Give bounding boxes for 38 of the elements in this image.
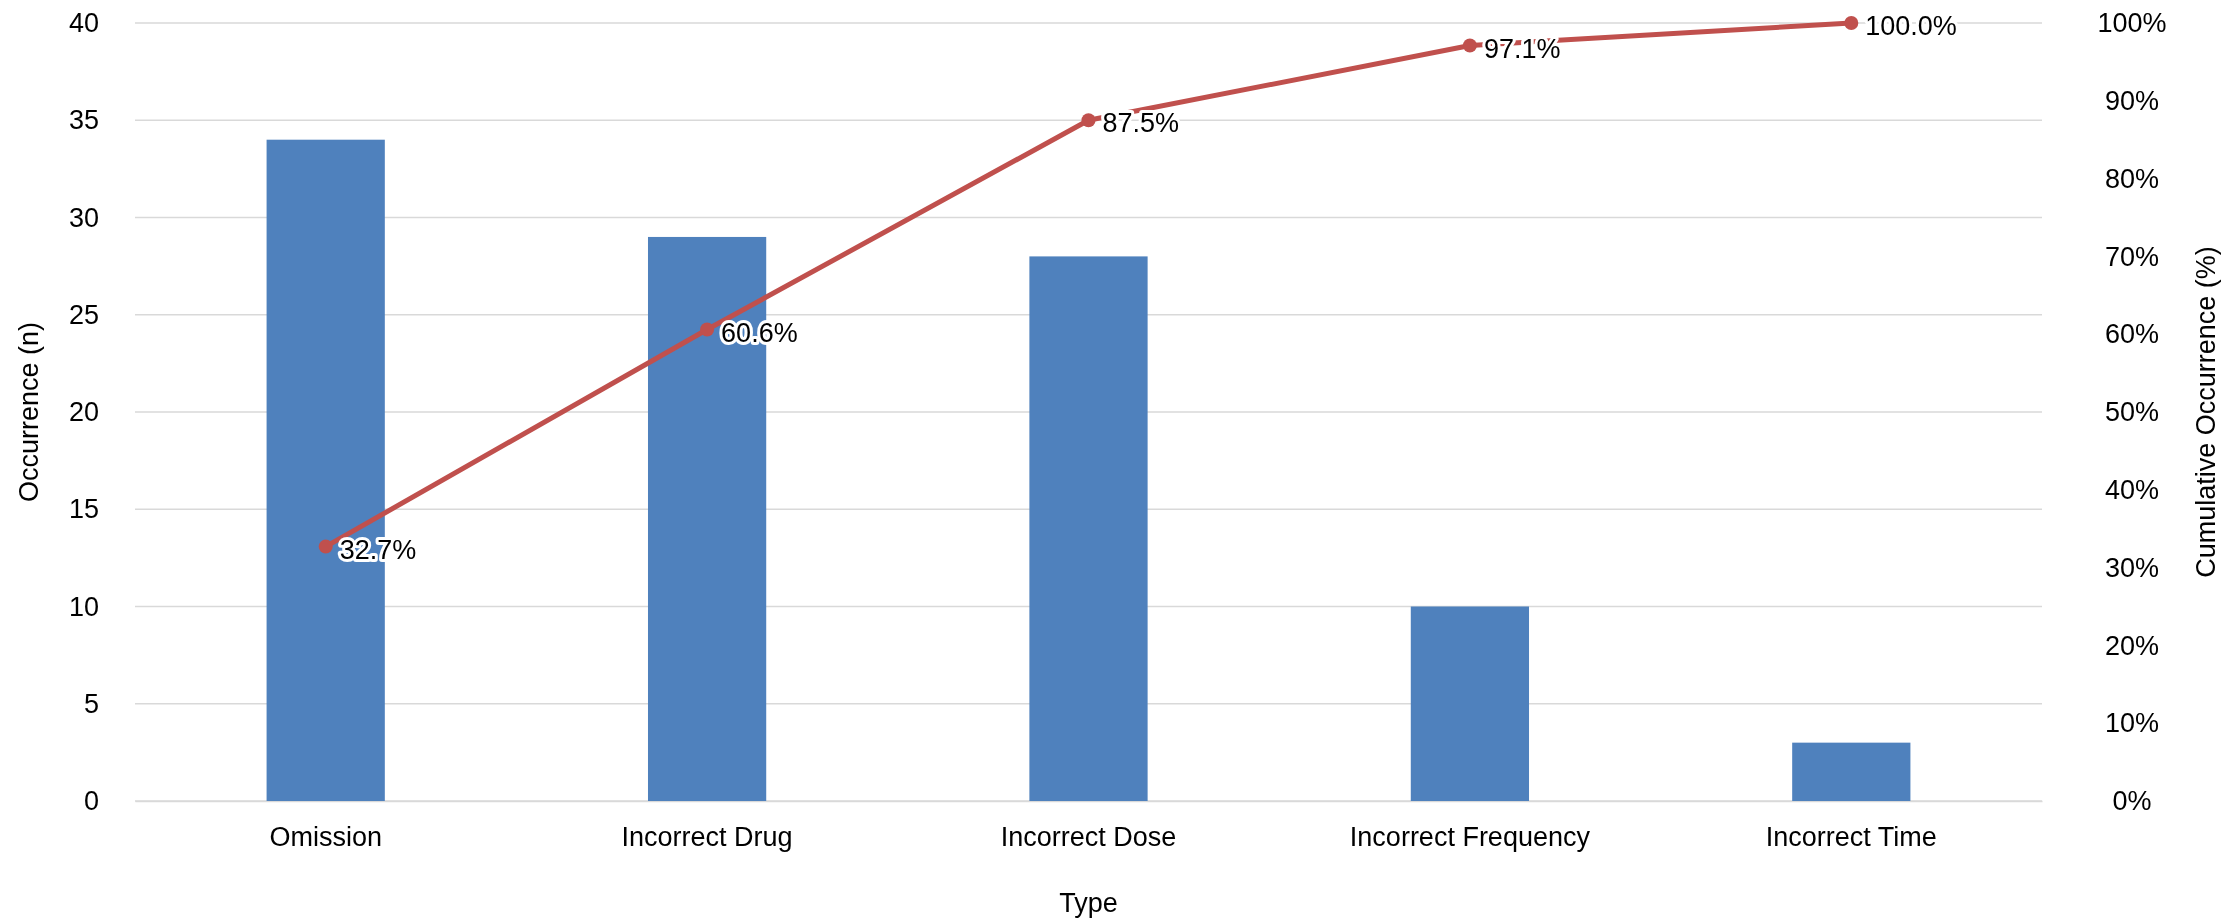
point bbox=[1844, 16, 1859, 30]
y-tick-label: 30 bbox=[68, 202, 99, 233]
y2-tick-label: 100% bbox=[2097, 8, 2167, 39]
y-tick-label: 35 bbox=[68, 105, 99, 136]
y-tick-label: 5 bbox=[83, 688, 99, 719]
x-tick-label: Incorrect Dose bbox=[1000, 822, 1177, 853]
bar bbox=[1410, 606, 1530, 801]
x-tick-label: Incorrect Time bbox=[1765, 822, 1937, 853]
point bbox=[318, 539, 333, 554]
y-tick-label: 0 bbox=[83, 786, 99, 817]
data-label: 87.5% bbox=[1102, 108, 1180, 139]
y-tick-label: 40 bbox=[68, 8, 99, 39]
point bbox=[1462, 38, 1477, 53]
y2-tick-label: 10% bbox=[2104, 708, 2160, 739]
y2-tick-label: 60% bbox=[2104, 319, 2160, 350]
x-tick-label: Incorrect Drug bbox=[621, 822, 793, 853]
x-tick-label: Incorrect Frequency bbox=[1349, 822, 1591, 853]
y2-tick-label: 70% bbox=[2104, 241, 2160, 272]
y2-tick-label: 0% bbox=[2112, 786, 2152, 817]
x-axis-title: Type bbox=[1059, 888, 1118, 918]
point bbox=[1081, 113, 1096, 128]
bar bbox=[1029, 256, 1148, 801]
y2-tick-label: 20% bbox=[2104, 630, 2160, 661]
y-tick-label: 25 bbox=[68, 299, 99, 330]
y2-axis-title: Cumulative Occurrence (%) bbox=[2191, 246, 2221, 578]
bar bbox=[1792, 742, 1911, 801]
y-tick-label: 15 bbox=[68, 494, 99, 525]
y2-tick-label: 50% bbox=[2104, 397, 2160, 428]
y2-tick-label: 80% bbox=[2104, 163, 2160, 194]
y2-tick-label: 90% bbox=[2104, 85, 2160, 116]
y-axis-title: Occurrence (n) bbox=[14, 321, 44, 503]
y2-tick-label: 30% bbox=[2104, 552, 2160, 583]
x-tick-label: Omission bbox=[269, 822, 382, 853]
y-tick-label: 10 bbox=[68, 591, 99, 622]
point bbox=[700, 322, 715, 337]
y2-tick-label: 40% bbox=[2104, 474, 2160, 505]
data-label: 100.0% bbox=[1865, 11, 1957, 41]
y-tick-label: 20 bbox=[68, 397, 99, 428]
